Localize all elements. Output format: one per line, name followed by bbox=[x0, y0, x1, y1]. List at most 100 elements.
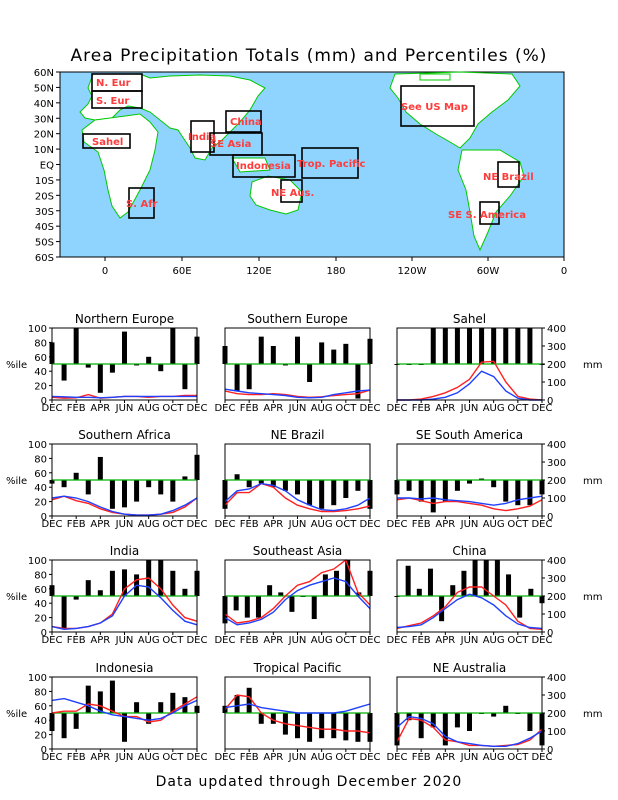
percentile-bar bbox=[416, 588, 422, 596]
mm-tick-label: 400 bbox=[547, 440, 566, 451]
percentile-bar bbox=[418, 713, 424, 739]
percentile-bar bbox=[295, 480, 300, 495]
month-tick-label: AUG bbox=[311, 635, 333, 646]
month-tick-label: DEC bbox=[531, 635, 552, 646]
normal-line bbox=[51, 495, 198, 516]
percentile-bar bbox=[282, 364, 288, 366]
region-box-sahel[interactable] bbox=[82, 133, 131, 149]
percentile-bar bbox=[472, 560, 478, 596]
pct-tick-label: 80 bbox=[34, 687, 47, 698]
mm-tick-label: 0 bbox=[547, 396, 553, 407]
percentile-bar bbox=[258, 336, 264, 364]
percentile-bar bbox=[467, 480, 472, 484]
lon-tick-label: 180 bbox=[326, 266, 345, 277]
mm-tick-label: 300 bbox=[547, 342, 566, 353]
month-tick-label: DEC bbox=[41, 752, 62, 763]
month-tick-label: DEC bbox=[531, 403, 552, 414]
map-landmass-4 bbox=[231, 157, 271, 173]
percentile-bar bbox=[442, 713, 448, 746]
observed-line bbox=[224, 482, 371, 513]
month-tick-label: DEC bbox=[214, 635, 235, 646]
mm-tick-label: 0 bbox=[547, 745, 553, 756]
page-title: Area Precipitation Totals (mm) and Perce… bbox=[70, 46, 548, 66]
month-tick-label: AUG bbox=[138, 635, 160, 646]
month-tick-label: OCT bbox=[162, 752, 184, 763]
month-tick-label: OCT bbox=[162, 519, 184, 530]
mm-tick-label: 200 bbox=[547, 592, 566, 603]
percentile-bar bbox=[134, 364, 140, 366]
percentile-bar bbox=[442, 480, 448, 502]
region-box-trop-pacific[interactable] bbox=[301, 147, 359, 179]
mm-tick-label: 400 bbox=[547, 556, 566, 567]
month-tick-label: OCT bbox=[335, 635, 357, 646]
percentile-bar bbox=[109, 680, 115, 713]
lat-tick-label: 30S bbox=[35, 207, 54, 218]
month-tick-label: FEB bbox=[240, 519, 259, 530]
percentile-bar bbox=[515, 480, 521, 506]
percentile-bar bbox=[311, 596, 317, 620]
month-tick-label: AUG bbox=[138, 752, 160, 763]
mm-tick-label: 300 bbox=[547, 458, 566, 469]
panel-title: NE Australia bbox=[433, 661, 506, 675]
percentile-bar bbox=[430, 480, 436, 513]
region-box-ne-brazil[interactable] bbox=[497, 161, 520, 188]
percentile-bar bbox=[479, 328, 485, 364]
percentile-bar bbox=[450, 585, 456, 596]
observed-line bbox=[396, 497, 543, 512]
percentile-bar bbox=[491, 328, 497, 364]
panel-title: NE Brazil bbox=[271, 428, 325, 442]
month-tick-label: APR bbox=[263, 403, 283, 414]
pct-tick-label: 60 bbox=[34, 585, 47, 596]
region-box-ne-aus[interactable] bbox=[280, 179, 303, 203]
map-landmass-7 bbox=[419, 73, 451, 81]
month-tick-label: FEB bbox=[240, 752, 259, 763]
percentile-bar bbox=[85, 580, 91, 596]
region-box-india[interactable] bbox=[190, 120, 215, 153]
percentile-bar bbox=[85, 685, 91, 713]
panel-title: Tropical Pacific bbox=[253, 661, 342, 675]
region-box-s-eur[interactable] bbox=[91, 90, 143, 109]
percentile-bar bbox=[319, 713, 325, 739]
percentile-bar bbox=[109, 364, 115, 373]
region-box-se-s-america[interactable] bbox=[479, 201, 500, 225]
percentile-bar bbox=[61, 364, 67, 381]
percentile-bar bbox=[97, 590, 103, 596]
normal-line bbox=[224, 703, 371, 714]
month-tick-label: JUN bbox=[288, 635, 307, 646]
mm-tick-label: 400 bbox=[547, 324, 566, 335]
percentile-bar bbox=[182, 588, 188, 596]
pct-tick-label: 60 bbox=[34, 469, 47, 480]
region-box-indonesia[interactable] bbox=[232, 154, 296, 178]
percentile-bar bbox=[319, 480, 325, 509]
percentile-bar bbox=[427, 568, 433, 596]
month-tick-label: DEC bbox=[359, 635, 380, 646]
mm-tick-label: 300 bbox=[547, 574, 566, 585]
mm-tick-label: 100 bbox=[547, 727, 566, 738]
region-box-see-us-map[interactable] bbox=[400, 85, 475, 127]
footer-note: Data updated through December 2020 bbox=[155, 774, 463, 790]
mm-axis-label: mm bbox=[583, 360, 602, 371]
percentile-bar bbox=[122, 569, 127, 596]
month-tick-label: DEC bbox=[359, 519, 380, 530]
normal-line bbox=[396, 715, 543, 747]
pct-tick-label: 100 bbox=[28, 673, 47, 684]
month-tick-label: APR bbox=[90, 403, 110, 414]
percentile-bar bbox=[134, 702, 140, 713]
panel-title: SE South America bbox=[416, 428, 523, 442]
percentile-bar bbox=[517, 596, 523, 618]
percentile-bar bbox=[234, 474, 240, 480]
percentile-bar bbox=[85, 364, 91, 368]
percentile-bar bbox=[61, 713, 67, 739]
percentile-bar bbox=[343, 713, 349, 741]
percentile-bar bbox=[479, 478, 485, 480]
percentile-bar bbox=[73, 328, 79, 364]
world-map: 60N 50N 40N 30N 20N 10N EQ 10S 20S 30S 40S 50S 60S 0 6… bbox=[34, 68, 567, 277]
region-box-china[interactable] bbox=[225, 110, 262, 133]
region-box-s-afr[interactable] bbox=[128, 187, 155, 219]
region-label-sahel: Sahel bbox=[92, 137, 123, 148]
percentile-bar bbox=[97, 456, 103, 480]
percentile-bar bbox=[506, 574, 512, 596]
pct-tick-label: 40 bbox=[34, 716, 47, 727]
